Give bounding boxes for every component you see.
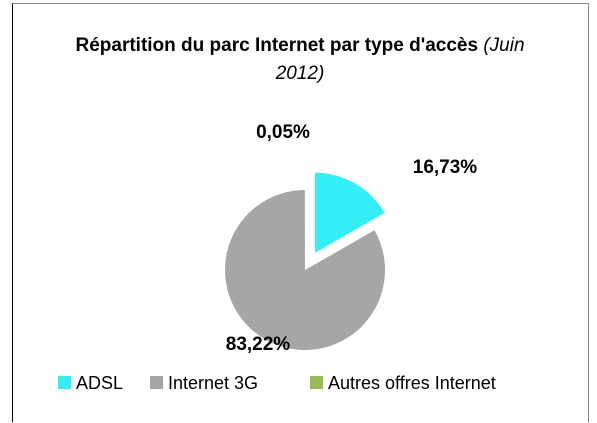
chart-frame [12, 3, 589, 422]
data-label: 0,05% [256, 122, 310, 143]
legend-label: ADSL [76, 373, 123, 393]
data-label: 16,73% [413, 157, 478, 178]
data-label: 83,22% [226, 334, 291, 355]
legend-label: Internet 3G [168, 373, 258, 393]
legend-swatch [58, 376, 71, 389]
legend-label: Autres offres Internet [328, 373, 496, 393]
chart-subtitle: (Juin 2012) [275, 35, 525, 84]
legend-swatch [310, 376, 323, 389]
pie-slice [315, 172, 385, 253]
chart-title-block: Répartition du parc Internet par type d'… [70, 32, 530, 88]
chart-title: Répartition du parc Internet par type d'… [75, 35, 479, 56]
pie-slice [224, 190, 385, 350]
legend-swatch [150, 376, 163, 389]
